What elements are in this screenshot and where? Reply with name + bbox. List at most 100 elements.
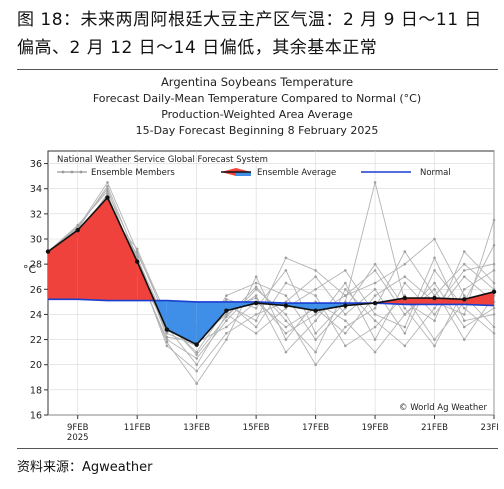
ensemble-member-point bbox=[284, 338, 288, 341]
ensemble-average-line bbox=[47, 196, 495, 346]
ensemble-average-point bbox=[343, 303, 348, 308]
ensemble-average-point bbox=[491, 289, 497, 294]
ensemble-member-point bbox=[344, 281, 347, 285]
chart-credit: © World Ag Weather bbox=[399, 403, 487, 413]
below-normal-fill bbox=[166, 300, 197, 345]
ensemble-member-point bbox=[403, 313, 407, 316]
y-tick-label: 26 bbox=[30, 285, 42, 296]
ensemble-member-point bbox=[344, 313, 347, 316]
ensemble-member-point bbox=[165, 344, 169, 348]
ensemble-member-point bbox=[344, 294, 347, 297]
ensemble-member-point bbox=[225, 331, 228, 335]
ensemble-member-point bbox=[403, 281, 407, 285]
ensemble-member-line bbox=[47, 190, 495, 343]
legend-normal-label: Normal bbox=[420, 168, 451, 178]
ensemble-member-point bbox=[492, 262, 496, 266]
x-tick-label: 17FEB bbox=[302, 423, 329, 433]
temperature-chart: Argentina Soybeans Temperature Forecast … bbox=[23, 75, 504, 443]
ensemble-member-point bbox=[373, 306, 377, 310]
ensemble-average-point bbox=[432, 295, 437, 301]
x-tick-label: 9FEB bbox=[67, 423, 89, 433]
ensemble-member-point bbox=[373, 338, 377, 341]
ensemble-member-point bbox=[403, 306, 407, 310]
chart-title: Argentina Soybeans Temperature bbox=[161, 75, 353, 89]
ensemble-member-point bbox=[225, 319, 228, 323]
ensemble-member-point bbox=[225, 294, 228, 297]
caption-rule bbox=[17, 69, 498, 70]
ensemble-member-point bbox=[195, 382, 198, 385]
y-axis: 16 18 20 22 24 26 28 30 32 34 36 bbox=[30, 159, 48, 422]
ensemble-member-point bbox=[314, 313, 317, 316]
ensemble-member-point bbox=[433, 344, 436, 348]
above-normal-fill bbox=[107, 197, 138, 301]
ensemble-member-point bbox=[462, 275, 466, 279]
ensemble-average-point bbox=[462, 297, 467, 302]
x-tick-label: 13FEB bbox=[183, 423, 210, 433]
ensemble-member-point bbox=[433, 281, 436, 285]
ensemble-member-point bbox=[492, 243, 496, 247]
ensemble-member-point bbox=[165, 335, 169, 339]
above-normal-fill bbox=[464, 291, 494, 306]
y-axis-label: °C bbox=[23, 263, 37, 276]
ensemble-member-point bbox=[106, 189, 109, 193]
ensemble-member-point bbox=[344, 331, 347, 335]
y-tick-label: 34 bbox=[30, 184, 42, 195]
ensemble-member-point bbox=[195, 353, 198, 356]
ensemble-member-point bbox=[254, 287, 258, 291]
ensemble-member-point bbox=[314, 331, 317, 335]
ensemble-member-point bbox=[373, 350, 377, 354]
ensemble-member-point bbox=[284, 294, 288, 297]
ensemble-member-point bbox=[433, 306, 436, 310]
ensemble-member-point bbox=[373, 294, 377, 297]
ensemble-member-point bbox=[403, 331, 407, 335]
above-normal-fill bbox=[404, 298, 435, 305]
ensemble-member-point bbox=[284, 325, 288, 329]
ensemble-member-point bbox=[492, 325, 496, 329]
legend-members-swatch bbox=[57, 170, 87, 174]
ensemble-member-point bbox=[373, 269, 377, 272]
chart-subtitle-3: 15-Day Forecast Beginning 8 February 202… bbox=[136, 124, 379, 137]
ensemble-member-point bbox=[314, 319, 317, 323]
ensemble-member-point bbox=[403, 344, 407, 348]
ensemble-member-point bbox=[344, 344, 347, 348]
ensemble-member-point bbox=[462, 325, 466, 329]
ensemble-member-point bbox=[373, 313, 377, 316]
ensemble-member-point bbox=[284, 269, 288, 272]
ensemble-member-point bbox=[492, 331, 496, 335]
ensemble-member-point bbox=[254, 313, 258, 316]
ensemble-average-point bbox=[45, 249, 51, 254]
main-lines-layer bbox=[45, 195, 497, 347]
ensemble-member-point bbox=[373, 262, 377, 266]
ensemble-member-point bbox=[284, 313, 288, 316]
ensemble-member-point bbox=[433, 256, 436, 260]
ensemble-member-point bbox=[344, 325, 347, 329]
ensemble-member-point bbox=[135, 247, 139, 251]
above-normal-fill bbox=[48, 230, 78, 300]
ensemble-member-point bbox=[373, 181, 377, 184]
normal-line bbox=[48, 298, 495, 307]
ensemble-member-point bbox=[314, 338, 317, 341]
ensemble-average-point bbox=[135, 259, 140, 264]
y-tick-label: 32 bbox=[30, 209, 42, 220]
y-tick-label: 28 bbox=[30, 260, 42, 271]
ensemble-member-point bbox=[433, 269, 436, 272]
legend-members-label: Ensemble Members bbox=[91, 168, 175, 178]
ensemble-member-point bbox=[492, 313, 496, 316]
figure-caption: 图 18：未来两周阿根廷大豆主产区气温：2 月 9 日～11 日偏高、2 月 1… bbox=[17, 10, 482, 58]
y-tick-label: 20 bbox=[30, 360, 42, 371]
ensemble-member-point bbox=[433, 319, 436, 323]
y-tick-label: 16 bbox=[30, 411, 42, 422]
ensemble-member-line bbox=[47, 185, 495, 333]
ensemble-member-point bbox=[314, 363, 317, 367]
x-tick-label: 15FEB bbox=[243, 423, 270, 433]
ensemble-average-point bbox=[224, 308, 229, 313]
y-tick-label: 36 bbox=[30, 159, 42, 170]
ensemble-average-point bbox=[313, 308, 318, 313]
ensemble-average-point bbox=[253, 300, 259, 306]
ensemble-member-point bbox=[462, 306, 466, 310]
ensemble-member-point bbox=[433, 338, 436, 341]
x-tick-label: 23FEB bbox=[481, 423, 498, 433]
ensemble-member-point bbox=[373, 281, 377, 285]
ensemble-member-point bbox=[225, 338, 228, 341]
ensemble-member-point bbox=[344, 319, 347, 323]
